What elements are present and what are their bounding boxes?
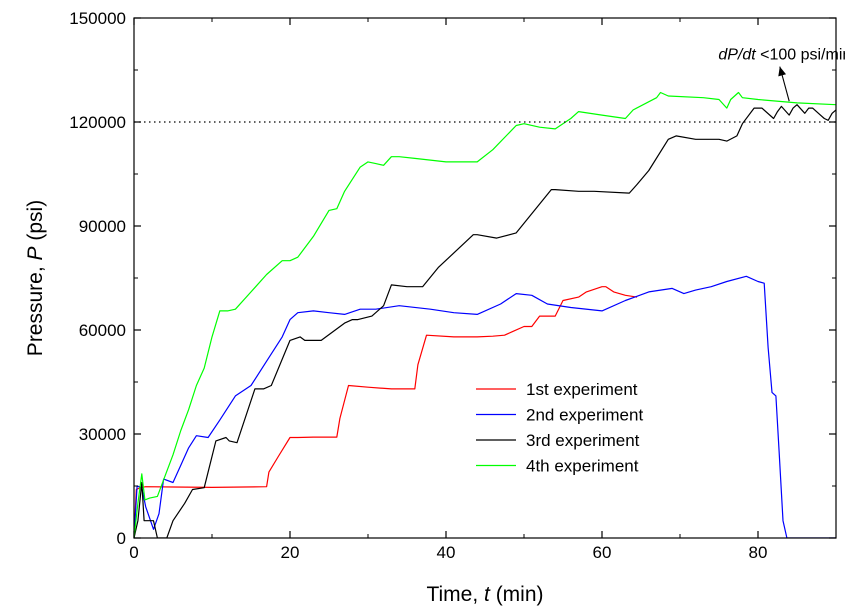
x-axis-title: Time, t (min) bbox=[426, 583, 543, 606]
legend-label: 4th experiment bbox=[526, 457, 639, 476]
y-tick-label: 90000 bbox=[79, 217, 126, 236]
series-layer bbox=[134, 91, 836, 538]
legend: 1st experiment 2nd experiment 3rd experime… bbox=[476, 380, 643, 476]
y-tick-label: 30000 bbox=[79, 425, 126, 444]
series-line-3 bbox=[134, 104, 836, 538]
y-tick-label: 60000 bbox=[79, 321, 126, 340]
y-axis-title-unit: (psi) bbox=[24, 200, 47, 247]
y-axis-title-symbol: P bbox=[24, 246, 47, 260]
x-tick-label: 60 bbox=[593, 543, 612, 562]
ticks-layer bbox=[133, 17, 836, 539]
y-tick-label: 150000 bbox=[69, 9, 126, 28]
y-axis-title: Pressure, P (psi) bbox=[24, 200, 47, 356]
plot-frame bbox=[133, 17, 837, 539]
x-axis-title-unit: (min) bbox=[490, 583, 544, 606]
x-axis-title-symbol: t bbox=[484, 583, 491, 606]
series-line-1 bbox=[134, 286, 638, 538]
annotation-text-italic: dP/dt bbox=[718, 47, 756, 64]
x-tick-label: 80 bbox=[749, 543, 768, 562]
tick-labels-layer: 0 20 40 60 80 0 30000 60000 90000 120000 150000 bbox=[69, 9, 767, 562]
x-tick-label: 40 bbox=[437, 543, 456, 562]
y-tick-label: 120000 bbox=[69, 113, 126, 132]
series-line-2 bbox=[134, 275, 836, 538]
x-axis-title-prefix: Time, bbox=[426, 583, 484, 606]
series-line-4 bbox=[134, 91, 836, 538]
x-tick-label: 20 bbox=[281, 543, 300, 562]
annotation: dP/dt <100 psi/min bbox=[718, 47, 845, 102]
legend-label: 1st experiment bbox=[526, 380, 638, 399]
legend-label: 2nd experiment bbox=[526, 406, 643, 425]
annotation-text-rest: <100 psi/min bbox=[756, 47, 845, 64]
y-tick-label: 0 bbox=[117, 529, 126, 548]
annotation-arrowhead bbox=[778, 66, 787, 77]
legend-label: 3rd experiment bbox=[526, 431, 640, 450]
annotation-text: dP/dt <100 psi/min bbox=[718, 47, 845, 64]
y-axis-title-prefix: Pressure, bbox=[24, 260, 47, 356]
x-tick-label: 0 bbox=[129, 543, 138, 562]
